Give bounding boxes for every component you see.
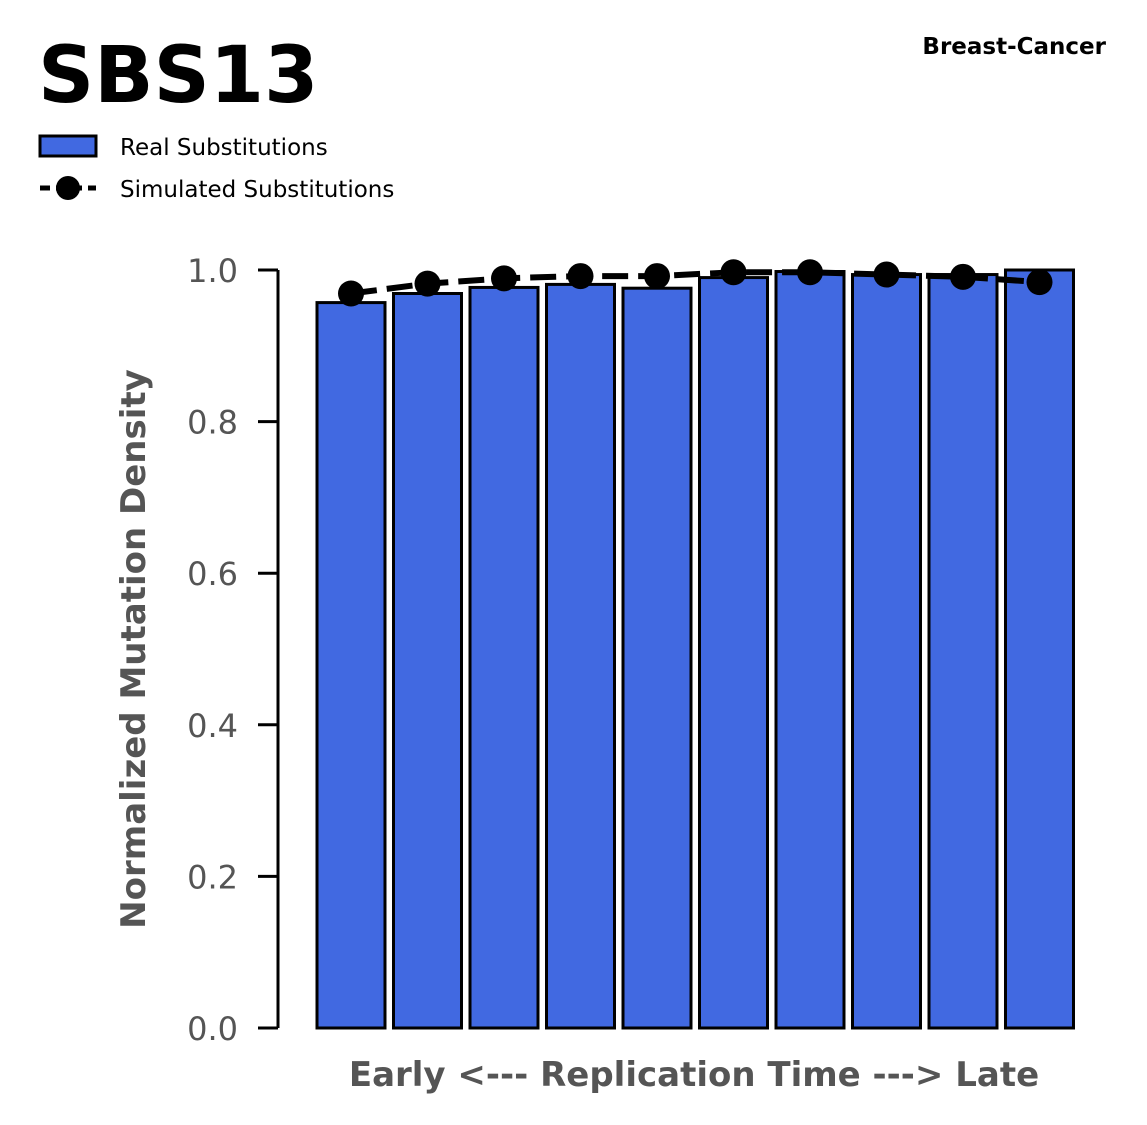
y-tick-label: 0.8 xyxy=(187,404,238,442)
y-axis-label: Normalized Mutation Density xyxy=(114,369,154,929)
legend-label-real: Real Substitutions xyxy=(120,135,328,161)
simulated-point-2 xyxy=(414,270,441,297)
chart-subtitle: Breast-Cancer xyxy=(922,34,1106,60)
simulated-point-5 xyxy=(644,263,670,290)
bar-real-9 xyxy=(927,273,999,1030)
simulated-point-7 xyxy=(797,259,823,286)
bar-real-4 xyxy=(545,282,616,1030)
y-tick-label: 0.6 xyxy=(187,555,238,593)
bar-series-real xyxy=(315,268,1075,1030)
simulated-point-6 xyxy=(720,259,747,286)
simulated-point-1 xyxy=(338,280,364,307)
simulated-point-3 xyxy=(491,265,517,292)
y-tick-label: 1.0 xyxy=(187,252,238,290)
simulated-point-9 xyxy=(950,263,976,290)
bar-real-1 xyxy=(315,301,387,1030)
legend-label-simulated: Simulated Substitutions xyxy=(120,177,394,203)
bar-real-3 xyxy=(468,285,540,1030)
legend: Real Substitutions Simulated Substitutio… xyxy=(38,134,394,203)
bar-real-7 xyxy=(774,270,846,1030)
bar-real-5 xyxy=(621,286,693,1030)
line-series-simulated xyxy=(338,259,1053,307)
simulated-point-8 xyxy=(873,261,900,288)
bar-real-6 xyxy=(698,276,769,1030)
y-tick-label: 0.2 xyxy=(187,858,238,896)
simulated-line xyxy=(350,269,1040,297)
y-ticks: 0.0 0.2 0.4 0.6 0.8 1.0 xyxy=(187,252,278,1048)
legend-marker-simulated xyxy=(56,176,80,200)
y-tick-label: 0.4 xyxy=(187,707,238,745)
x-axis-label: Early <--- Replication Time ---> Late xyxy=(349,1055,1039,1095)
legend-swatch-real xyxy=(38,134,98,158)
bar-real-2 xyxy=(392,291,463,1030)
bar-real-8 xyxy=(851,273,922,1030)
chart-title: SBS13 xyxy=(38,31,318,121)
y-tick-label: 0.0 xyxy=(187,1010,238,1048)
bar-real-10 xyxy=(1004,268,1075,1030)
simulated-point-10 xyxy=(1026,269,1053,296)
simulated-point-4 xyxy=(567,263,594,290)
